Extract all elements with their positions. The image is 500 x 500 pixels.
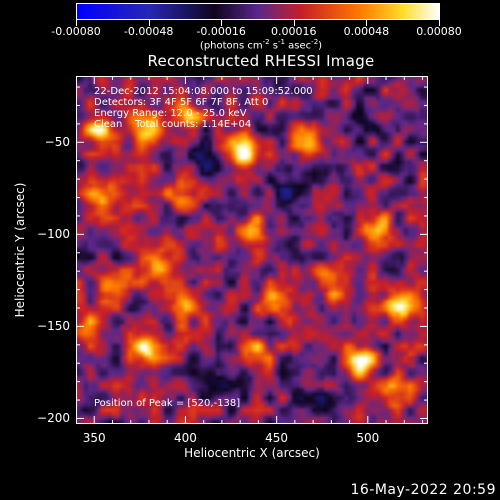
rhessi-image	[76, 76, 428, 424]
x-tick-label: 350	[82, 431, 106, 445]
colorbar-tick-label: 0.00048	[343, 25, 390, 38]
x-axis-label: Heliocentric X (arcsec)	[184, 446, 320, 460]
y-tick-label: −100	[37, 227, 70, 242]
colorbar-tick	[221, 20, 223, 26]
timestamp: 16-May-2022 20:59	[350, 482, 496, 498]
colorbar-tick	[293, 20, 295, 26]
x-tick-label: 400	[173, 431, 197, 445]
colorbar-tick	[148, 20, 150, 26]
colorbar-tick	[366, 20, 368, 26]
colorbar-tick	[439, 20, 440, 26]
colorbar-tick-label: -0.00080	[51, 25, 101, 38]
colorbar-tick-label: -0.00048	[123, 25, 174, 38]
info-line: Detectors: 3F 4F 5F 6F 7F 8F, Att 0	[94, 97, 269, 108]
peak-position: Position of Peak = [520,-138]	[94, 398, 241, 409]
colorbar	[76, 3, 440, 20]
info-line: 22-Dec-2012 15:04:08.000 to 15:09:52.000	[94, 86, 313, 97]
y-tick-label: −50	[44, 135, 70, 150]
colorbar-units: (photons cm-2 s-1 asec-2)	[199, 38, 323, 52]
info-line: Clean Total counts: 1.14E+04	[94, 119, 252, 130]
info-line: Energy Range: 12.0 - 25.0 keV	[94, 108, 247, 119]
y-tick-label: −150	[37, 319, 70, 334]
colorbar-tick-label: 0.00080	[416, 25, 462, 38]
colorbar-tick-label: -0.00016	[196, 25, 246, 38]
y-tick-label: −200	[37, 411, 70, 426]
x-tick-label: 450	[265, 431, 289, 445]
colorbar-tick-label: 0.00016	[271, 25, 317, 38]
x-tick-label: 500	[356, 431, 380, 445]
chart-title: Reconstructed RHESSI Image	[147, 52, 375, 70]
colorbar-tick	[76, 20, 77, 26]
y-axis-label: Heliocentric Y (arcsec)	[13, 182, 27, 318]
